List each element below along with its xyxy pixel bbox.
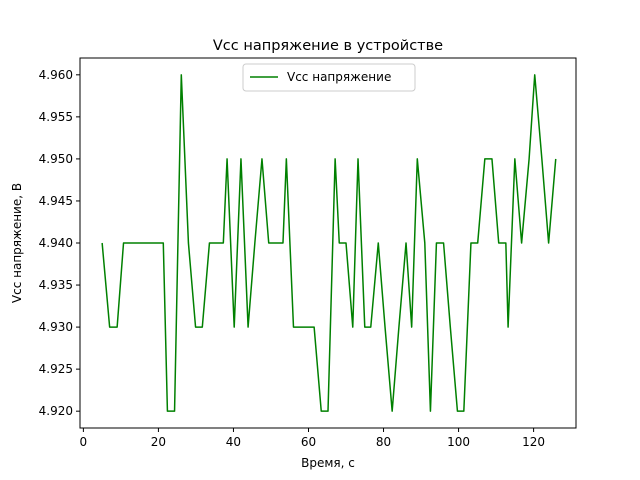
x-tick-label: 60 bbox=[301, 435, 316, 449]
x-tick-label: 120 bbox=[522, 435, 545, 449]
legend-label: Vcc напряжение bbox=[287, 70, 391, 84]
y-tick-label: 4.935 bbox=[39, 278, 73, 292]
y-tick-label: 4.940 bbox=[39, 236, 73, 250]
x-axis-ticks: 0 20 40 60 80 100 120 bbox=[80, 428, 545, 449]
axes-frame bbox=[79, 57, 577, 429]
y-tick-label: 4.930 bbox=[39, 320, 73, 334]
y-tick-label: 4.950 bbox=[39, 152, 73, 166]
x-tick-label: 40 bbox=[226, 435, 241, 449]
y-tick-label: 4.920 bbox=[39, 404, 73, 418]
y-tick-label: 4.960 bbox=[39, 68, 73, 82]
y-tick-label: 4.945 bbox=[39, 194, 73, 208]
y-tick-label: 4.925 bbox=[39, 362, 73, 376]
legend-box bbox=[242, 63, 416, 92]
series-layer bbox=[101, 74, 557, 412]
y-tick-label: 4.955 bbox=[39, 110, 73, 124]
chart-title: Vcc напряжение в устройстве bbox=[213, 38, 443, 54]
legend: Vcc напряжение bbox=[242, 63, 416, 92]
series-line bbox=[101, 74, 557, 412]
x-tick-label: 0 bbox=[80, 435, 88, 449]
x-axis-label: Время, с bbox=[301, 456, 355, 470]
x-tick-label: 100 bbox=[447, 435, 470, 449]
x-tick-label: 80 bbox=[376, 435, 391, 449]
y-axis-label: Vcc напряжение, В bbox=[10, 183, 24, 303]
x-tick-label: 20 bbox=[151, 435, 166, 449]
y-axis-ticks: 4.920 4.925 4.930 4.935 4.940 4.945 4.950 4.955… bbox=[39, 68, 80, 418]
